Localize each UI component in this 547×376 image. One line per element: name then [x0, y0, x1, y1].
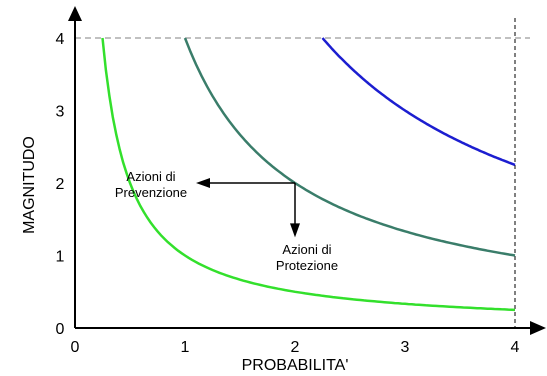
risk-curve-3: [321, 37, 516, 167]
x-tick-label: 0: [71, 339, 80, 356]
x-tick-label: 1: [181, 339, 190, 356]
x-tick-label: 4: [511, 339, 520, 356]
y-axis-arrowhead: [68, 6, 82, 21]
y-tick-label: 2: [56, 176, 65, 193]
prevention-arrowhead: [196, 178, 210, 188]
reference-lines: [75, 18, 530, 328]
risk-curve-2: [183, 37, 516, 257]
curves-group: [101, 37, 516, 312]
y-axis-title: MAGNITUDO: [21, 136, 38, 234]
axes: [68, 6, 546, 335]
protection-label: Azioni di Protezione: [276, 242, 338, 273]
x-tick-label: 2: [291, 339, 300, 356]
y-tick-label: 0: [56, 321, 65, 338]
x-tick-label: 3: [401, 339, 410, 356]
x-axis-arrowhead: [530, 321, 546, 335]
tick-labels: 0 1 2 3 4 0 1 2 3 4: [56, 31, 520, 356]
prevention-label: Azioni di Prevenzione: [115, 169, 187, 200]
annotations: Azioni di Prevenzione Azioni di Protezione: [115, 169, 338, 273]
y-tick-label: 4: [56, 31, 65, 48]
risk-curve-1: [101, 37, 516, 312]
y-tick-label: 3: [56, 104, 65, 121]
y-tick-label: 1: [56, 249, 65, 266]
protection-arrowhead: [290, 223, 300, 238]
x-axis-title: PROBABILITA': [242, 357, 349, 374]
